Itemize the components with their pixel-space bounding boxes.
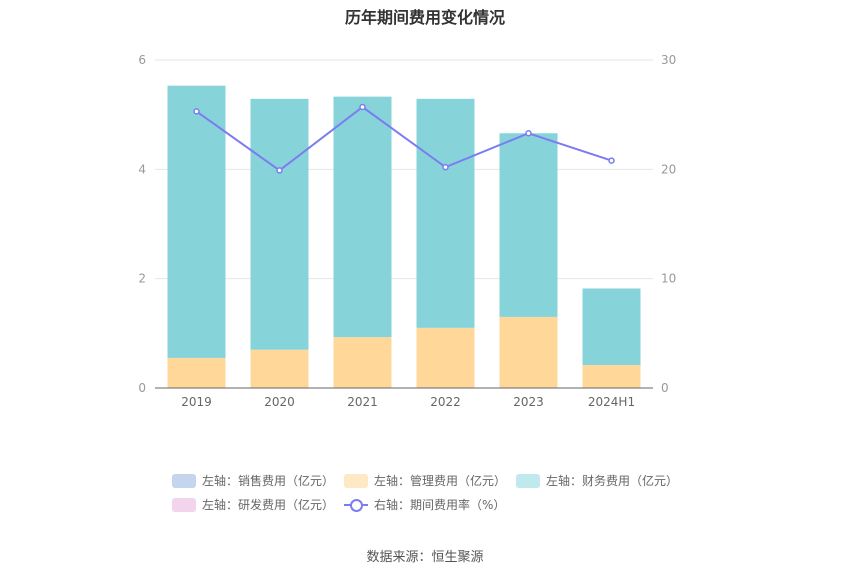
x-tick: 2020 bbox=[264, 395, 295, 409]
bar-mgmt bbox=[499, 316, 558, 388]
rate-point bbox=[442, 163, 449, 171]
legend-item-rd[interactable]: 左轴：研发费用（亿元） bbox=[172, 496, 334, 513]
bar-mgmt bbox=[250, 349, 309, 388]
legend-label: 左轴：财务费用（亿元） bbox=[546, 474, 679, 488]
legend-item-rate[interactable]: 右轴：期间费用率（%） bbox=[344, 496, 505, 513]
rate-point bbox=[608, 157, 615, 164]
rate-point bbox=[276, 167, 283, 174]
legend-swatch-rd bbox=[172, 497, 196, 512]
legend-label: 右轴：期间费用率（%） bbox=[374, 498, 506, 512]
legend-swatch-rate bbox=[344, 498, 368, 512]
rate-point bbox=[359, 103, 366, 111]
x-tick: 2022 bbox=[430, 395, 461, 409]
bar-mgmt bbox=[167, 357, 226, 388]
rate-line bbox=[195, 105, 612, 172]
legend-label: 左轴：管理费用（亿元） bbox=[374, 474, 507, 488]
bar-finance bbox=[250, 98, 309, 350]
bar-mgmt bbox=[582, 365, 641, 388]
legend-swatch-finance bbox=[516, 473, 540, 488]
y-tick-right: 0 bbox=[661, 381, 669, 395]
bar-finance bbox=[582, 288, 641, 366]
legend-item-finance[interactable]: 左轴：财务费用（亿元） bbox=[516, 472, 678, 489]
y-tick-right: 10 bbox=[661, 272, 676, 286]
y-tick-right: 20 bbox=[661, 162, 676, 176]
legend-item-mgmt[interactable]: 左轴：管理费用（亿元） bbox=[344, 472, 506, 489]
x-tick: 2019 bbox=[181, 395, 212, 409]
bar-finance bbox=[167, 85, 226, 358]
legend-label: 左轴：研发费用（亿元） bbox=[202, 498, 335, 512]
legend-label: 左轴：销售费用（亿元） bbox=[202, 474, 335, 488]
legend-item-sales[interactable]: 左轴：销售费用（亿元） bbox=[172, 472, 334, 489]
bar-mgmt bbox=[416, 327, 475, 388]
bar-finance bbox=[499, 133, 558, 317]
y-tick-left: 2 bbox=[138, 272, 146, 286]
bar-finance bbox=[416, 98, 475, 328]
legend-swatch-mgmt bbox=[344, 473, 368, 488]
x-tick: 2024H1 bbox=[588, 395, 635, 409]
rate-point bbox=[525, 130, 532, 137]
y-tick-right: 30 bbox=[661, 53, 676, 67]
y-tick-left: 0 bbox=[138, 381, 146, 395]
legend-swatch-sales bbox=[172, 473, 196, 488]
y-tick-left: 6 bbox=[138, 53, 146, 67]
rate-point bbox=[193, 108, 200, 115]
x-tick: 2021 bbox=[347, 395, 378, 409]
bar-finance bbox=[333, 96, 392, 338]
x-tick: 2023 bbox=[513, 395, 544, 409]
legend-dot-icon bbox=[350, 498, 363, 512]
data-source: 数据来源：恒生聚源 bbox=[366, 550, 484, 565]
bar-mgmt bbox=[333, 337, 392, 388]
chart-title: 历年期间费用变化情况 bbox=[344, 8, 505, 27]
y-tick-left: 4 bbox=[138, 162, 146, 176]
